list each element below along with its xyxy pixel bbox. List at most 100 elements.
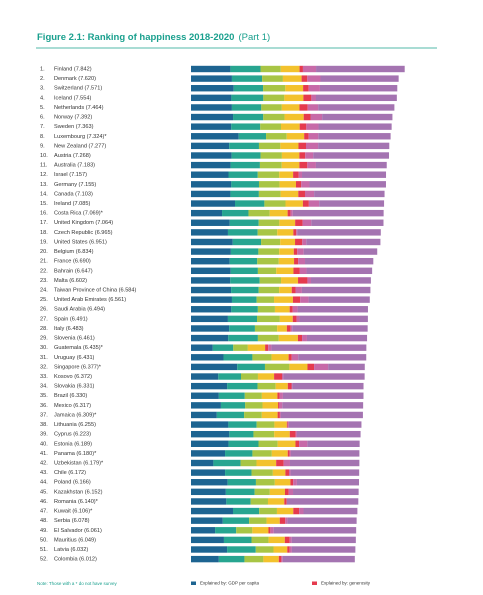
- bar-segment: [259, 143, 280, 149]
- bar-segment: [322, 114, 392, 120]
- bar-segment: [293, 306, 298, 312]
- category-label: Taiwan Province of China (6.584): [54, 288, 137, 294]
- bar-segment: [227, 546, 256, 552]
- bar-segment: [230, 258, 258, 264]
- bar-segment: [285, 85, 303, 91]
- bar-segment: [267, 517, 280, 523]
- bar-segment: [231, 95, 263, 101]
- bar-segment: [233, 114, 263, 120]
- bar-segment: [191, 354, 223, 360]
- bar-segment: [292, 383, 293, 389]
- bar-segment: [262, 412, 278, 418]
- bar-segment: [303, 66, 316, 72]
- bar-segment: [279, 248, 294, 254]
- bar-segment: [314, 364, 328, 370]
- category-label: Bahrain (6.647): [54, 268, 93, 274]
- category-label: Germany (7.155): [54, 182, 96, 188]
- bar-segment: [302, 75, 308, 81]
- bar-segment: [258, 383, 276, 389]
- bar-segment: [307, 75, 320, 81]
- bar-segment: [223, 517, 249, 523]
- rank-label: 14.: [40, 191, 48, 197]
- rank-label: 31.: [40, 355, 48, 361]
- rank-label: 44.: [40, 480, 48, 486]
- rank-label: 41.: [40, 451, 48, 457]
- bar-segment: [302, 239, 306, 245]
- bar-segment: [257, 421, 275, 427]
- bar-segment: [256, 546, 274, 552]
- bar-segment: [303, 95, 311, 101]
- bar-segment: [292, 325, 367, 331]
- bar-segment: [303, 220, 312, 226]
- category-label: United Kingdom (7.064): [54, 220, 113, 226]
- rank-label: 23.: [40, 278, 48, 284]
- bar-segment: [318, 133, 390, 139]
- rank-label: 35.: [40, 393, 48, 399]
- bar-segment: [298, 277, 307, 283]
- category-label: Panama (6.180)*: [54, 451, 97, 457]
- category-label: New Zealand (7.277): [54, 143, 106, 149]
- bar-segment: [299, 316, 367, 322]
- bar-segment: [191, 537, 224, 543]
- bar-segment: [285, 517, 287, 523]
- bar-segment: [251, 498, 268, 504]
- bar-segment: [320, 85, 397, 91]
- bar-segment: [288, 210, 291, 216]
- bar-segment: [225, 450, 252, 456]
- category-label: Mexico (6.317): [54, 403, 91, 409]
- bar-segment: [277, 508, 293, 514]
- bar-segment: [280, 239, 295, 245]
- bar-segment: [191, 402, 221, 408]
- bar-segment: [307, 335, 367, 341]
- category-label: El Salvador (6.061): [54, 528, 102, 534]
- bar-segment: [252, 450, 271, 456]
- rank-label: 5.: [40, 105, 45, 111]
- bar-segment: [299, 152, 305, 158]
- bar-segment: [244, 556, 263, 562]
- bar-segment: [281, 123, 300, 129]
- bar-segment: [303, 85, 309, 91]
- bar-segment: [191, 200, 235, 206]
- category-label: Romania (6.140)*: [54, 499, 99, 505]
- rank-label: 28.: [40, 326, 48, 332]
- bar-segment: [273, 469, 286, 475]
- rank-label: 42.: [40, 460, 48, 466]
- bar-segment: [297, 248, 303, 254]
- bar-segment: [257, 296, 274, 302]
- bar-segment: [277, 393, 279, 399]
- bar-segment: [191, 114, 233, 120]
- bar-segment: [304, 133, 309, 139]
- bar-segment: [293, 508, 299, 514]
- bar-segment: [191, 546, 227, 552]
- bar-segment: [245, 402, 262, 408]
- bar-segment: [320, 75, 398, 81]
- bar-segment: [283, 556, 355, 562]
- rank-label: 10.: [40, 153, 48, 159]
- bar-segment: [228, 479, 256, 485]
- bar-segment: [302, 335, 307, 341]
- bar-segment: [299, 441, 307, 447]
- bar-segment: [230, 191, 258, 197]
- bar-segment: [191, 162, 231, 168]
- bar-segment: [261, 104, 282, 110]
- bar-segment: [213, 460, 240, 466]
- bar-segment: [328, 364, 365, 370]
- bar-segment: [260, 123, 281, 129]
- bar-segment: [279, 172, 293, 178]
- bar-segment: [300, 66, 303, 72]
- bar-segment: [318, 104, 394, 110]
- bar-segment: [281, 556, 282, 562]
- bar-segment: [282, 162, 300, 168]
- rank-label: 39.: [40, 432, 48, 438]
- bar-segment: [191, 517, 223, 523]
- bar-segment: [284, 460, 290, 466]
- bar-segment: [234, 85, 263, 91]
- category-label: Denmark (7.620): [54, 76, 96, 82]
- rank-label: 38.: [40, 422, 48, 428]
- rank-label: 7.: [40, 124, 45, 130]
- bar-segment: [302, 172, 386, 178]
- category-label: Canada (7.103): [54, 191, 93, 197]
- bar-segment: [263, 556, 278, 562]
- bar-segment: [293, 229, 296, 235]
- bar-segment: [283, 393, 364, 399]
